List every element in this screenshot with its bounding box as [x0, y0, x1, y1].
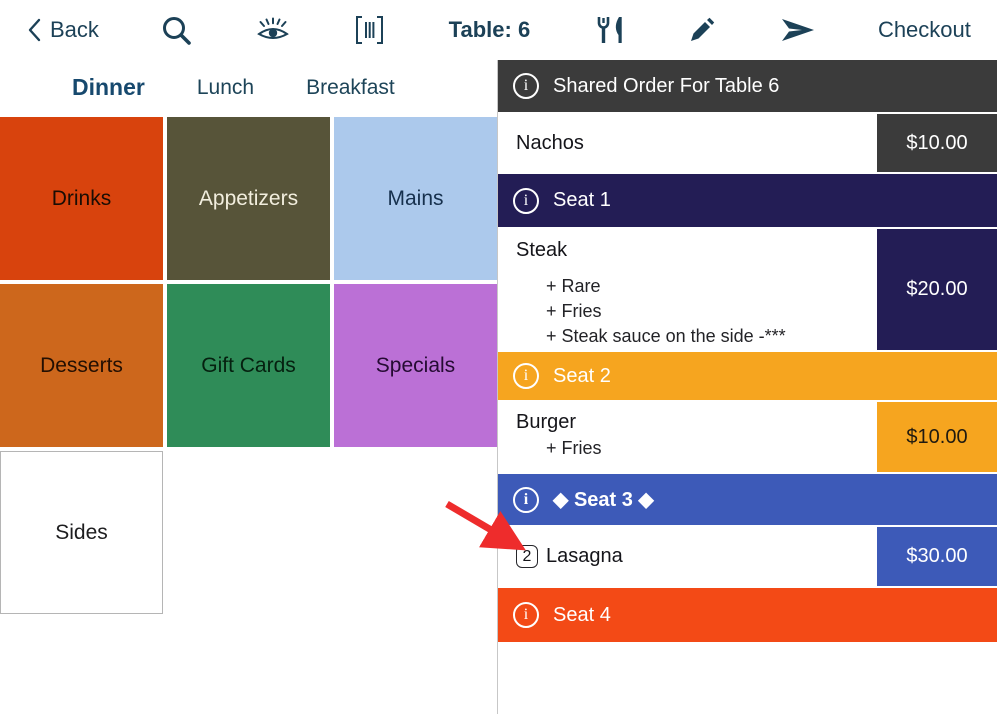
tab-breakfast[interactable]: Breakfast — [306, 75, 395, 99]
category-tile-appetizers[interactable]: Appetizers — [167, 117, 330, 280]
search-icon — [163, 16, 192, 45]
item-modifiers: + Rare + Fries + Steak sauce on the side… — [516, 274, 877, 349]
order-header-label: Shared Order For Table 6 — [553, 74, 780, 97]
edit-order-button[interactable] — [687, 15, 717, 45]
order-panel: i Shared Order For Table 6 Nachos $10.00… — [497, 60, 997, 714]
tab-lunch[interactable]: Lunch — [196, 75, 255, 99]
seat-label: Seat 1 — [553, 189, 611, 211]
item-name: Lasagna — [546, 545, 623, 567]
category-tile-gift-cards[interactable]: Gift Cards — [167, 284, 330, 447]
item-price: $30.00 — [877, 527, 997, 586]
order-item-steak[interactable]: Steak + Rare + Fries + Steak sauce on th… — [498, 229, 997, 350]
eye-icon — [256, 17, 289, 39]
back-button[interactable]: Back — [26, 17, 99, 43]
order-item-lasagna[interactable]: 2 Lasagna $30.00 — [498, 527, 997, 586]
item-modifiers: + Fries — [516, 436, 877, 461]
info-icon[interactable]: i — [513, 486, 539, 513]
send-order-button[interactable] — [780, 16, 816, 44]
modifier: + Rare — [546, 276, 601, 296]
utensils-icon — [597, 17, 622, 43]
checkout-button[interactable]: Checkout — [877, 17, 971, 42]
barcode-scan-button[interactable] — [353, 14, 386, 46]
order-item-nachos[interactable]: Nachos $10.00 — [498, 114, 997, 172]
seat-2-header[interactable]: i Seat 2 — [498, 352, 997, 400]
item-name: Nachos — [516, 131, 584, 154]
seat-label: Seat 2 — [553, 364, 611, 387]
order-header[interactable]: i Shared Order For Table 6 — [498, 60, 997, 112]
lasagna-quantity-badge: 2 — [516, 545, 538, 568]
search-button[interactable] — [161, 15, 192, 46]
modifier: + Fries — [546, 438, 602, 458]
menu-pane: Dinner Lunch Breakfast Drinks Appetizers… — [0, 60, 497, 714]
back-chevron-icon — [28, 18, 41, 42]
item-name: Steak — [516, 239, 568, 261]
seat-4-header[interactable]: i Seat 4 — [498, 588, 997, 642]
category-tile-sides[interactable]: Sides — [0, 451, 163, 614]
info-icon[interactable]: i — [513, 363, 539, 389]
menu-tabs: Dinner Lunch Breakfast — [0, 60, 497, 115]
barcode-scan-icon — [356, 16, 384, 44]
table-label: Table: 6 — [448, 17, 531, 42]
toolbar: Back — [0, 0, 997, 60]
table-menu-button[interactable] — [593, 14, 625, 46]
hide-orders-button[interactable] — [255, 15, 291, 45]
send-icon — [781, 19, 814, 41]
seat-1-header[interactable]: i Seat 1 — [498, 174, 997, 227]
modifier: + Fries — [546, 301, 602, 321]
info-icon[interactable]: i — [513, 187, 539, 214]
back-label: Back — [50, 17, 99, 42]
seat-3-header[interactable]: i ◆ Seat 3 ◆ — [498, 474, 997, 525]
category-tile-mains[interactable]: Mains — [334, 117, 497, 280]
modifier: + Steak sauce on the side -*** — [546, 326, 786, 346]
item-name: Burger — [516, 411, 577, 433]
tab-dinner[interactable]: Dinner — [72, 74, 145, 100]
category-grid: Drinks Appetizers Mains Desserts Gift Ca… — [0, 115, 497, 614]
order-item-burger[interactable]: Burger + Fries $10.00 — [498, 402, 997, 472]
info-icon[interactable]: i — [513, 73, 539, 99]
seat-label: ◆ Seat 3 ◆ — [553, 489, 654, 511]
category-tile-desserts[interactable]: Desserts — [0, 284, 163, 447]
info-icon[interactable]: i — [513, 602, 539, 628]
item-price: $10.00 — [877, 402, 997, 472]
item-price: $10.00 — [877, 114, 997, 172]
category-tile-specials[interactable]: Specials — [334, 284, 497, 447]
category-tile-drinks[interactable]: Drinks — [0, 117, 163, 280]
pencil-icon — [691, 17, 715, 41]
item-price: $20.00 — [877, 229, 997, 350]
seat-label: Seat 4 — [553, 603, 611, 626]
